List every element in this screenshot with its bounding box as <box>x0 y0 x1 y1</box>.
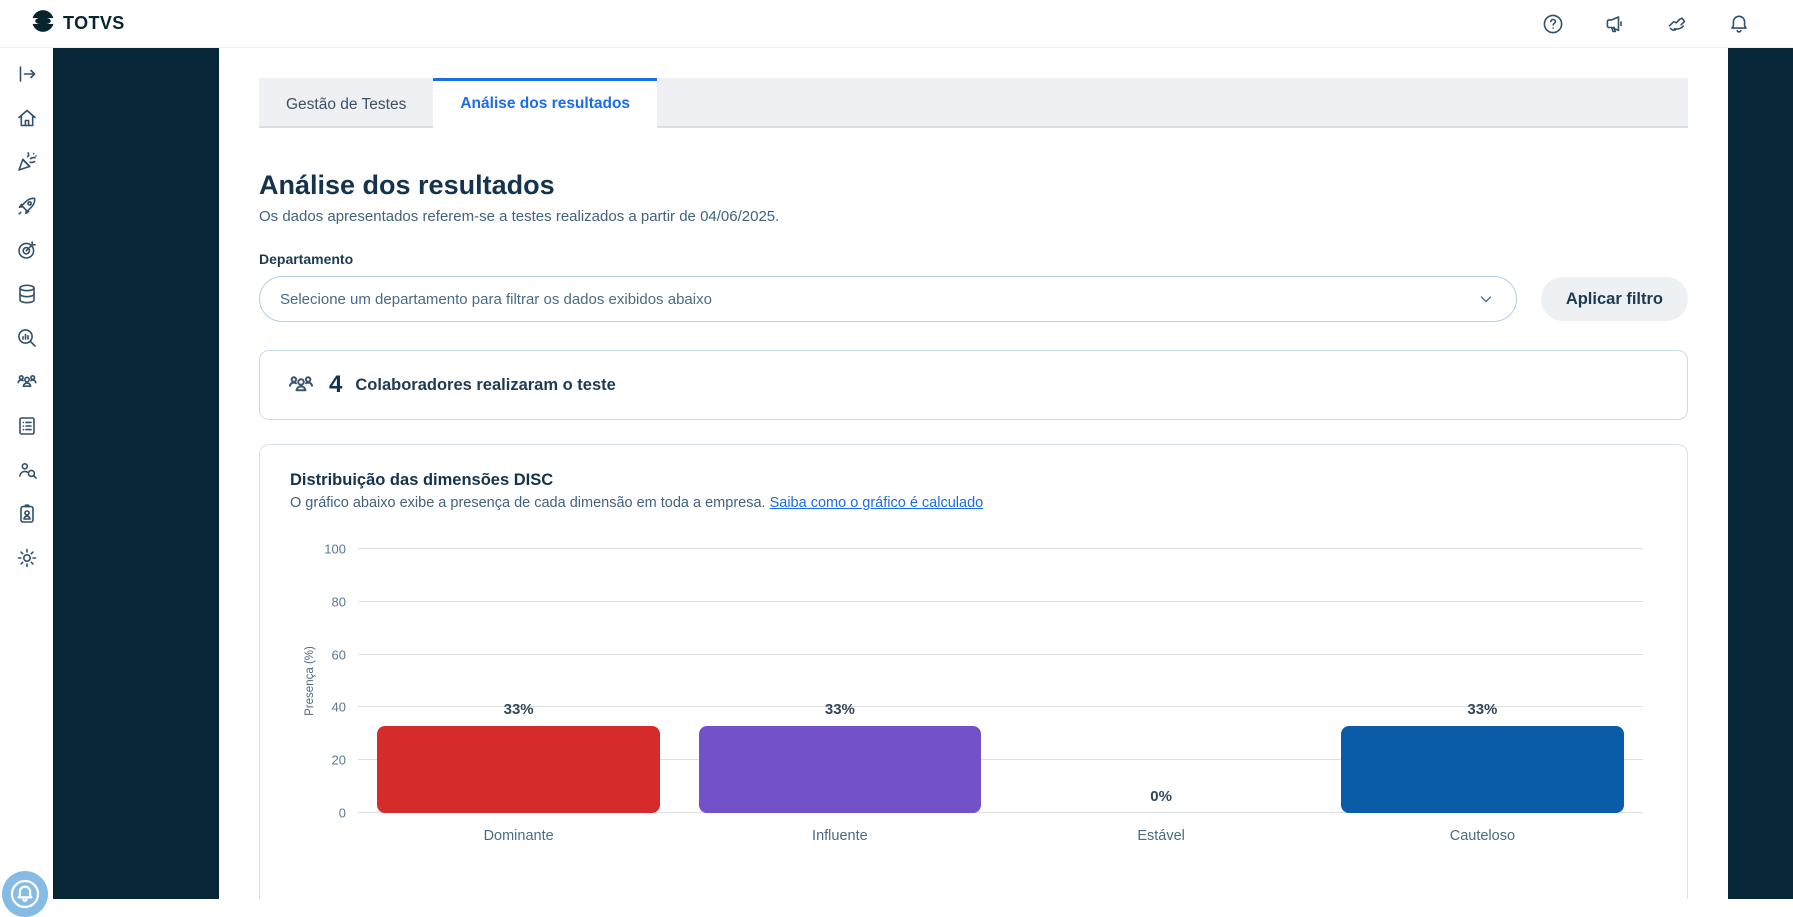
bar-value-label: 33% <box>824 700 855 718</box>
bar-influente <box>698 725 982 813</box>
chart-plot: 33% Dominante 33% Influente 0% Estável 33% Caut… <box>358 549 1643 844</box>
chart-subtitle: O gráfico abaixo exibe a presença de cad… <box>290 495 1657 511</box>
department-select[interactable]: Selecione um departamento para filtrar o… <box>259 276 1517 322</box>
department-select-placeholder: Selecione um departamento para filtrar o… <box>280 290 712 308</box>
checklist-icon[interactable] <box>15 414 39 438</box>
page-subtitle: Os dados apresentados referem-se a teste… <box>259 208 780 225</box>
collaborators-count-card: 4 Colaboradores realizaram o teste <box>259 350 1688 420</box>
collaborators-count-text: Colaboradores realizaram o teste <box>355 375 616 394</box>
bar-value-label: 33% <box>1467 700 1498 718</box>
person-search-icon[interactable] <box>15 458 39 482</box>
collapsed-nav-panel <box>53 48 219 899</box>
disc-bar-chart: Presença (%) 0 20 40 60 80 100 33% Dominante 33… <box>304 542 1643 844</box>
y-tick-label: 80 <box>331 594 346 610</box>
main-content: Gestão de Testes Análise dos resultados … <box>219 48 1728 899</box>
totvs-brand: TOTVS <box>30 8 125 39</box>
people-group-icon[interactable] <box>15 370 39 394</box>
bar-value-label: 0% <box>1150 788 1172 805</box>
sign-language-icon[interactable] <box>1665 12 1689 36</box>
expand-sidebar-icon[interactable] <box>15 62 39 86</box>
chart-slot-dominante: 33% Dominante <box>358 549 679 844</box>
app-header: TOTVS <box>0 0 1793 48</box>
header-icons <box>1541 12 1751 36</box>
id-badge-icon[interactable] <box>15 502 39 526</box>
right-background-panel <box>1728 48 1793 899</box>
y-tick-label: 20 <box>331 752 346 768</box>
brand-name: TOTVS <box>63 13 125 33</box>
y-tick-label: 0 <box>338 805 346 821</box>
y-tick-label: 60 <box>331 647 346 663</box>
bar-dominante <box>377 725 660 813</box>
gridline <box>358 548 1643 549</box>
disc-chart-card: Distribuição das dimensões DISC O gráfic… <box>259 444 1688 899</box>
settings-gear-icon[interactable] <box>15 546 39 570</box>
search-analytics-icon[interactable] <box>15 326 39 350</box>
bar-value-label: 33% <box>503 700 534 718</box>
floating-assistant-widget[interactable] <box>2 871 48 917</box>
help-icon[interactable] <box>1541 12 1565 36</box>
gridline <box>358 600 1643 602</box>
y-axis-title: Presença (%) <box>304 646 316 716</box>
celebration-icon[interactable] <box>15 150 39 174</box>
megaphone-icon[interactable] <box>1603 12 1627 36</box>
chart-slot-estável: 0% Estável <box>1001 549 1322 844</box>
chart-slot-cauteloso: 33% Cauteloso <box>1322 549 1643 844</box>
x-axis-label: Influente <box>812 828 868 844</box>
chart-explanation-link[interactable]: Saiba como o gráfico é calculado <box>769 495 984 511</box>
x-axis-label: Estável <box>1137 828 1185 844</box>
gridline <box>358 759 1643 761</box>
totvs-logo-icon <box>30 8 56 39</box>
apply-filter-button[interactable]: Aplicar filtro <box>1540 277 1688 321</box>
x-axis-label: Cauteloso <box>1449 828 1516 844</box>
collaborators-count: 4 <box>329 371 343 398</box>
tab-bar: Gestão de Testes Análise dos resultados <box>259 78 1688 128</box>
bar-cauteloso <box>1341 725 1624 813</box>
tab-gestao-de-testes[interactable]: Gestão de Testes <box>286 95 407 113</box>
left-icon-rail <box>0 48 53 899</box>
home-icon[interactable] <box>15 106 39 130</box>
gridline <box>358 706 1643 708</box>
tab-analise-dos-resultados[interactable]: Análise dos resultados <box>433 78 658 128</box>
chevron-down-icon <box>1476 289 1496 309</box>
bell-icon[interactable] <box>1727 12 1751 36</box>
chart-title: Distribuição das dimensões DISC <box>290 471 554 489</box>
chart-subtitle-text: O gráfico abaixo exibe a presença de cad… <box>290 495 766 511</box>
filter-row: Selecione um departamento para filtrar o… <box>259 276 1688 322</box>
people-icon <box>286 370 316 400</box>
page-title: Análise dos resultados <box>259 170 555 200</box>
database-icon[interactable] <box>15 282 39 306</box>
gridline <box>358 653 1643 655</box>
y-tick-label: 100 <box>324 541 346 557</box>
goals-target-icon[interactable] <box>15 238 39 262</box>
y-tick-label: 40 <box>331 699 346 715</box>
x-axis-label: Dominante <box>483 828 554 844</box>
department-label: Departamento <box>259 251 354 267</box>
chart-slot-influente: 33% Influente <box>679 549 1000 844</box>
gridline <box>358 812 1643 813</box>
rocket-icon[interactable] <box>15 194 39 218</box>
